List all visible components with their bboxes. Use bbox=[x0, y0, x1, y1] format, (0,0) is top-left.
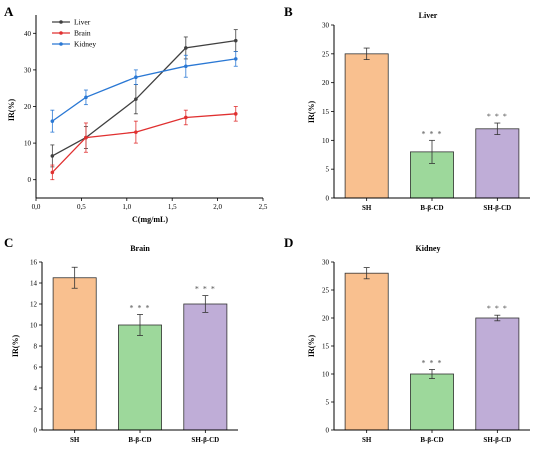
panel-a-x-tick-label: 1,5 bbox=[168, 203, 177, 211]
panel-d-bar-chart: D Kidney * * * * * * 0 5 10 15 20 25 30 SH B-β-C… bbox=[284, 235, 530, 444]
panel-c-significance-label: * * * bbox=[130, 304, 151, 313]
panel-a-x-tick-label: 1,0 bbox=[122, 203, 131, 211]
panel-b-category-label: B-β-CD bbox=[420, 204, 443, 212]
panel-d-category-label: B-β-CD bbox=[420, 436, 443, 444]
data-point-liver bbox=[50, 154, 55, 158]
panel-c-y-axis-title: IR(%) bbox=[11, 335, 20, 358]
panel-c-y-tick-label: 6 bbox=[34, 364, 38, 372]
data-point-brain bbox=[233, 112, 238, 116]
panel-b-significance-label: * * * bbox=[487, 112, 508, 121]
data-point-liver bbox=[233, 38, 238, 43]
panel-a-x-tick-label: 0,0 bbox=[32, 203, 41, 211]
panel-d-y-tick-label: 5 bbox=[326, 399, 330, 407]
panel-b-title: Liver bbox=[419, 11, 438, 20]
panel-b-category-label: SH bbox=[362, 204, 372, 212]
data-point-brain bbox=[134, 130, 138, 134]
panel-d-category-label: SH-β-CD bbox=[483, 436, 511, 444]
panel-b-significance-label: * * * bbox=[422, 129, 443, 138]
panel-a-y-tick-label: 0 bbox=[28, 176, 32, 184]
panel-a-y-tick-label: 40 bbox=[24, 30, 32, 38]
panel-b-y-tick-label: 0 bbox=[326, 195, 330, 203]
series-line-liver bbox=[51, 39, 236, 157]
panel-b-y-axis-title: IR(%) bbox=[307, 101, 316, 124]
legend-label-liver: Liver bbox=[74, 18, 91, 27]
data-point-liver bbox=[184, 46, 188, 50]
legend-label-brain: Brain bbox=[74, 29, 91, 38]
data-point-kidney bbox=[134, 75, 138, 80]
panel-c-category-label: SH bbox=[70, 436, 80, 444]
panel-c-category-label: SH-β-CD bbox=[191, 436, 219, 444]
panel-a-x-axis-title: C(mg/mL) bbox=[132, 215, 168, 224]
panel-c-y-tick-label: 12 bbox=[30, 301, 38, 309]
panel-letter-c: C bbox=[4, 235, 13, 250]
panel-a-x-tick-label: 2,5 bbox=[259, 203, 268, 211]
data-point-liver bbox=[134, 97, 138, 101]
panel-b-bar-2 bbox=[475, 128, 520, 199]
panel-c-category-label: B-β-CD bbox=[128, 436, 151, 444]
panel-b-y-tick-label: 5 bbox=[326, 166, 330, 174]
panel-c-y-tick-label: 10 bbox=[30, 322, 38, 330]
panel-d-title: Kidney bbox=[416, 244, 441, 253]
panel-d-y-tick-label: 15 bbox=[322, 343, 330, 351]
panel-c-y-tick-label: 8 bbox=[34, 343, 38, 351]
panel-a-legend: Liver Brain Kidney bbox=[52, 18, 96, 49]
panel-d-y-tick-label: 10 bbox=[322, 371, 330, 379]
panel-d-bar-1 bbox=[410, 373, 454, 431]
panel-c-y-tick-label: 4 bbox=[34, 385, 38, 393]
panel-c-significance-label: * * * bbox=[195, 285, 216, 294]
panel-c-title: Brain bbox=[130, 244, 150, 253]
panel-c-y-tick-label: 0 bbox=[34, 427, 38, 435]
panel-b-y-tick-label: 10 bbox=[322, 137, 330, 145]
panel-a-x-tick-label: 0,5 bbox=[77, 203, 86, 211]
panel-d-bar-2 bbox=[475, 317, 520, 431]
data-point-kidney bbox=[84, 95, 88, 100]
panel-a-y-tick-label: 20 bbox=[24, 103, 32, 111]
panel-b-category-label: SH-β-CD bbox=[483, 204, 511, 212]
panel-a-y-tick-label: 10 bbox=[24, 140, 32, 148]
panel-c-bar-chart: C Brain * * * * * * 0 2 4 6 8 10 12 14 16 SH B-β-C… bbox=[4, 235, 238, 444]
legend-marker-liver bbox=[59, 20, 63, 24]
panel-d-y-tick-label: 20 bbox=[322, 315, 330, 323]
panel-c-bar-2 bbox=[183, 303, 228, 431]
panel-letter-d: D bbox=[284, 235, 293, 250]
panel-a-y-axis-title: IR(%) bbox=[7, 99, 16, 122]
panel-d-y-tick-label: 0 bbox=[326, 427, 330, 435]
panel-c-y-tick-label: 14 bbox=[30, 280, 38, 288]
panel-d-y-tick-label: 30 bbox=[322, 259, 330, 267]
series-line-brain bbox=[51, 113, 236, 173]
panel-a-line-chart: A 0 10 20 30 40 0,0 0,5 1,0 1,5 2,0 2,5 IR(%) C(m… bbox=[4, 4, 268, 224]
panel-c-bar-0 bbox=[52, 277, 97, 431]
panel-d-category-label: SH bbox=[362, 436, 372, 444]
data-point-kidney bbox=[50, 119, 55, 123]
panel-a-x-tick-label: 2,0 bbox=[213, 203, 222, 211]
panel-letter-b: B bbox=[284, 4, 293, 19]
panel-b-bar-chart: B Liver * * * * * * 0 5 10 15 20 25 30 SH B-β-CD… bbox=[284, 4, 530, 212]
panel-d-bar-0 bbox=[344, 272, 389, 431]
data-point-brain bbox=[184, 115, 188, 120]
panel-d-significance-label: * * * bbox=[487, 304, 508, 313]
panel-b-y-tick-label: 15 bbox=[322, 108, 330, 116]
data-point-brain bbox=[84, 135, 88, 140]
panel-letter-a: A bbox=[4, 4, 14, 19]
panel-b-y-tick-label: 25 bbox=[322, 50, 330, 58]
panel-d-y-tick-label: 25 bbox=[322, 287, 330, 295]
data-point-kidney bbox=[233, 57, 238, 61]
panel-b-y-tick-label: 20 bbox=[322, 79, 330, 87]
panel-c-y-tick-label: 16 bbox=[30, 259, 38, 267]
data-point-kidney bbox=[184, 64, 188, 69]
legend-marker-kidney bbox=[59, 42, 63, 46]
panel-d-y-axis-title: IR(%) bbox=[307, 335, 316, 358]
data-point-brain bbox=[50, 170, 55, 175]
panel-b-y-tick-label: 30 bbox=[322, 22, 330, 30]
panel-c-y-tick-label: 2 bbox=[34, 406, 38, 414]
legend-label-kidney: Kidney bbox=[74, 40, 96, 49]
panel-b-bar-0 bbox=[344, 53, 389, 199]
panel-c-bar-1 bbox=[118, 324, 162, 431]
panel-d-significance-label: * * * bbox=[422, 359, 443, 368]
panel-a-y-tick-label: 30 bbox=[24, 66, 32, 74]
legend-marker-brain bbox=[59, 31, 63, 35]
